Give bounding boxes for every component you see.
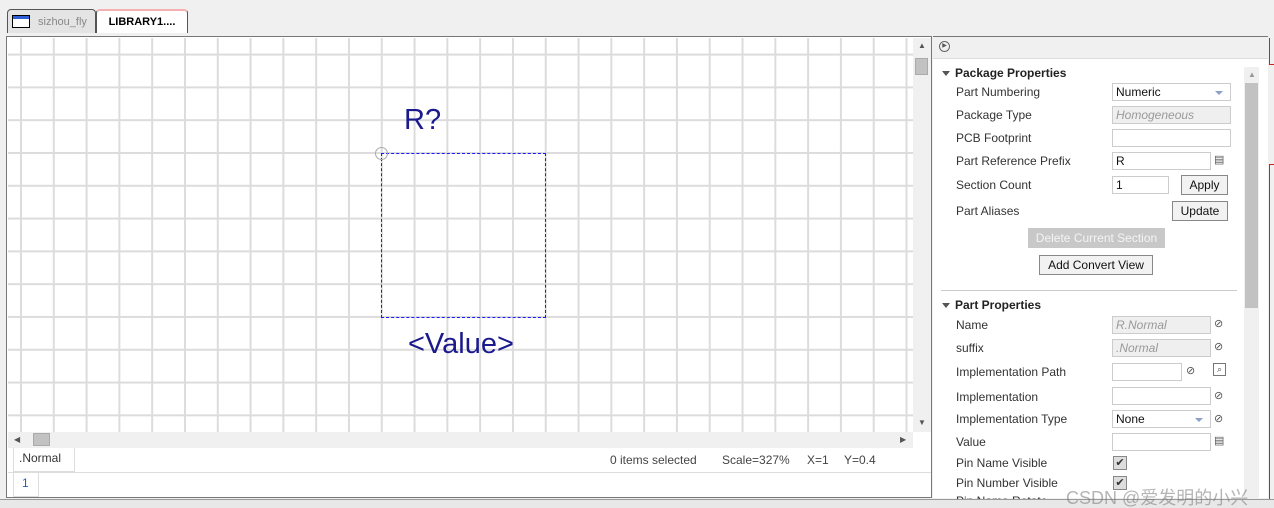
red-border-line [1269, 164, 1270, 500]
part-properties-header[interactable]: Part Properties [942, 298, 1041, 312]
browse-folder-icon[interactable]: ⌕ [1213, 363, 1226, 376]
part-numbering-select[interactable]: Numeric [1112, 83, 1231, 101]
suffix-label: suffix [956, 341, 984, 355]
scroll-up-icon[interactable]: ▲ [1248, 70, 1256, 79]
package-type-label: Package Type [956, 108, 1032, 122]
panel-header: ▶ [933, 37, 1268, 59]
red-border-line [1269, 38, 1270, 65]
clipboard-icon[interactable]: ▤ [1214, 435, 1225, 447]
properties-panel: ▶ Package Properties Part Numbering Nume… [933, 36, 1268, 508]
package-type-field: Homogeneous [1112, 106, 1231, 124]
implementation-type-select[interactable]: None [1112, 410, 1211, 428]
part-body-outline[interactable] [381, 153, 546, 318]
divider [941, 290, 1237, 291]
package-properties-header[interactable]: Package Properties [942, 66, 1066, 80]
visibility-hidden-icon[interactable]: ⊘ [1214, 318, 1224, 330]
suffix-field: .Normal [1112, 339, 1211, 357]
selection-count: 0 items selected [610, 453, 697, 467]
implementation-label: Implementation [956, 390, 1039, 404]
x-readout: X=1 [807, 453, 829, 467]
pin-number-visible-checkbox[interactable]: ✔ [1113, 476, 1127, 490]
scroll-thumb[interactable] [1245, 83, 1258, 308]
visibility-hidden-icon[interactable]: ⊘ [1214, 413, 1224, 425]
value-label[interactable]: <Value> [408, 328, 514, 360]
visibility-hidden-icon[interactable]: ⊘ [1186, 365, 1196, 377]
value-field-label: Value [956, 435, 986, 449]
watermark: CSDN @爱发明的小兴 [1066, 488, 1249, 508]
pcb-footprint-label: PCB Footprint [956, 131, 1032, 145]
delete-current-section-button: Delete Current Section [1028, 228, 1165, 248]
tab-label: LIBRARY1.... [108, 16, 176, 28]
expand-icon[interactable]: ▶ [939, 41, 950, 52]
section-count-label: Section Count [956, 178, 1032, 192]
implementation-input[interactable] [1112, 387, 1211, 405]
red-border-line [1269, 64, 1274, 65]
visibility-hidden-icon[interactable]: ⊘ [1214, 341, 1224, 353]
section-count-input[interactable]: 1 [1112, 176, 1169, 194]
apply-button[interactable]: Apply [1181, 175, 1228, 195]
reference-designator[interactable]: R? [404, 104, 442, 136]
clipboard-icon[interactable]: ▤ [1214, 154, 1225, 166]
implementation-path-input[interactable] [1112, 363, 1182, 381]
part-reference-prefix-input[interactable]: R [1112, 152, 1211, 170]
schematic-icon [12, 15, 30, 28]
value-input[interactable] [1112, 433, 1211, 451]
add-convert-view-button[interactable]: Add Convert View [1039, 255, 1153, 275]
red-border-line [1269, 164, 1274, 165]
part-numbering-label: Part Numbering [956, 85, 1041, 99]
tab-sizhou-fly[interactable]: sizhou_fly [7, 9, 96, 33]
panel-scrollbar[interactable]: ▲ [1244, 67, 1259, 499]
scroll-right-icon[interactable]: ▶ [900, 435, 907, 444]
part-aliases-label: Part Aliases [956, 204, 1020, 218]
scroll-thumb[interactable] [33, 433, 50, 446]
y-readout: Y=0.4 [844, 453, 876, 467]
pin-name-visible-label: Pin Name Visible [956, 456, 1048, 470]
vertical-scrollbar[interactable]: ▲ ▼ [913, 38, 931, 432]
name-label: Name [956, 318, 989, 332]
tab-library1[interactable]: LIBRARY1.... [96, 9, 188, 33]
page-tabs: 1 [8, 473, 931, 497]
scroll-up-icon[interactable]: ▲ [918, 41, 926, 50]
view-tab-normal[interactable]: .Normal [13, 448, 75, 472]
part-reference-prefix-label: Part Reference Prefix [956, 154, 1071, 168]
scroll-left-icon[interactable]: ◀ [14, 435, 21, 444]
origin-marker-icon [375, 147, 388, 160]
update-button[interactable]: Update [1172, 201, 1228, 221]
pin-name-visible-checkbox[interactable]: ✔ [1113, 456, 1127, 470]
scale-readout: Scale=327% [722, 453, 790, 467]
visibility-hidden-icon[interactable]: ⊘ [1214, 390, 1224, 402]
scroll-down-icon[interactable]: ▼ [918, 418, 926, 427]
pcb-footprint-input[interactable] [1112, 129, 1231, 147]
page-tab-1[interactable]: 1 [13, 473, 39, 497]
implementation-path-label: Implementation Path [956, 365, 1067, 379]
implementation-type-label: Implementation Type [956, 412, 1068, 426]
bottom-bar [0, 499, 1274, 508]
scroll-thumb[interactable] [915, 58, 928, 75]
tab-label: sizhou_fly [38, 15, 87, 28]
drawing-canvas[interactable]: R? <Value> [8, 38, 913, 432]
collapse-triangle-icon [942, 303, 950, 309]
name-field: R.Normal [1112, 316, 1211, 334]
status-bar: .Normal 0 items selected Scale=327% X=1 … [8, 448, 931, 473]
horizontal-scrollbar[interactable]: ◀ ▶ [8, 432, 913, 448]
collapse-triangle-icon [942, 71, 950, 77]
pin-number-visible-label: Pin Number Visible [956, 476, 1058, 490]
